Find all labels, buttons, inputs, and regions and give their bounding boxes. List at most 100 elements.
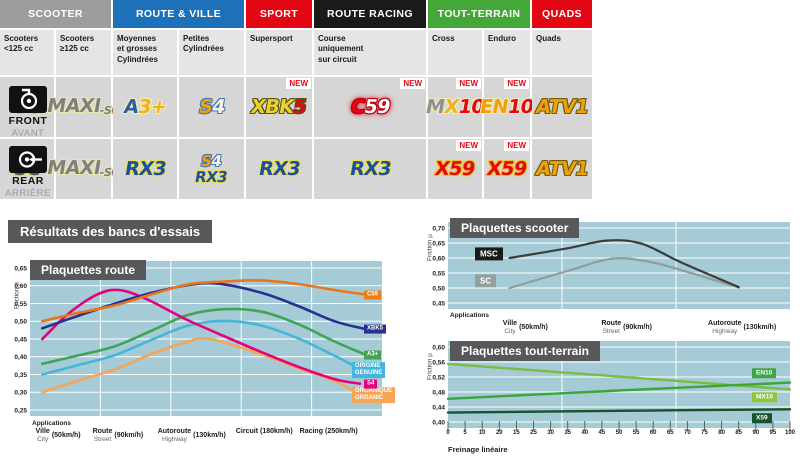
rear-cell: RX3 bbox=[314, 139, 426, 199]
chart-title: Plaquettes tout-terrain bbox=[450, 341, 601, 361]
y-tick-label: 0,56 bbox=[432, 359, 445, 366]
logo-part: ATV1 bbox=[534, 157, 591, 180]
product-table: SCOOTER ROUTE & VILLE SPORT ROUTE RACING… bbox=[0, 0, 592, 199]
x-tick-label: 30 bbox=[547, 430, 554, 436]
logo-part: RX3 bbox=[347, 157, 393, 180]
series-badge-EN10: EN10 bbox=[752, 368, 777, 378]
x-tick-label: 50 bbox=[616, 430, 623, 436]
category-route-ville: ROUTE & VILLE bbox=[113, 0, 244, 28]
x-tick-label: 5 bbox=[463, 430, 467, 436]
logo-part: RX3 bbox=[122, 157, 168, 180]
series-badge-XBK5: XBK5 bbox=[364, 324, 387, 334]
front-cell: MAXI-SC bbox=[45, 77, 120, 137]
chart-canvas: 0,65 0,60 0,55 0,50 0,45 0,40 0,35 0,30 0,25 bbox=[14, 261, 382, 416]
series-line-MSC bbox=[508, 239, 740, 289]
y-tick-label: 0,50 bbox=[14, 319, 27, 326]
product-logo-atv1: ATV1 bbox=[534, 157, 591, 180]
chart-plaquettes-tout-terrain: 0,60 0,56 0,52 0,48 0,44 0,40 0 5 10 20 15 25 30 35 40… bbox=[422, 337, 796, 459]
chart-title: Plaquettes scooter bbox=[450, 218, 580, 238]
x-tick-label: 10 bbox=[479, 430, 486, 436]
product-logo-xbk5: XBK5 bbox=[250, 96, 309, 118]
new-badge: NEW bbox=[456, 78, 481, 89]
rear-cell: RX3 bbox=[246, 139, 312, 199]
product-logo-maxi-sc: MAXI-SC bbox=[45, 157, 122, 179]
product-logo-x59: X59 bbox=[485, 157, 529, 180]
subheader-scooters-big: Scooters ≥125 cc bbox=[56, 30, 111, 75]
series-line-C59 bbox=[41, 279, 365, 323]
y-tick-label: 0,52 bbox=[432, 374, 445, 381]
series-badge-ORGANIQUE: ORGANIQUE ORGANIC bbox=[352, 387, 396, 403]
logo-part: 59 bbox=[362, 95, 392, 118]
y-axis-label: Friction µ bbox=[13, 282, 21, 309]
front-cell: NEW EN10 bbox=[478, 77, 536, 137]
y-tick-label: 0,65 bbox=[432, 240, 445, 247]
x-tick-label: 0 bbox=[446, 430, 450, 436]
x-category-autoroute: Autoroute Highway (130km/h) bbox=[708, 320, 777, 335]
y-tick-label: 0,48 bbox=[432, 389, 445, 396]
new-badge: NEW bbox=[504, 140, 529, 151]
front-cell: S4 bbox=[179, 77, 244, 137]
chart-canvas: 0,60 0,56 0,52 0,48 0,44 0,400 5 10 20 15 25 30 35 40… bbox=[432, 341, 796, 436]
logo-part: 3+ bbox=[136, 95, 169, 118]
x-tick-label: 75 bbox=[701, 430, 708, 436]
rear-side-label: REAR ARRIÈRE bbox=[0, 146, 56, 199]
x-tick-label: 55 bbox=[633, 430, 640, 436]
y-tick-label: 0,70 bbox=[432, 225, 445, 232]
subheader-quads: Quads bbox=[532, 30, 592, 75]
x-tick-label: 95 bbox=[770, 430, 777, 436]
chart-plaquettes-route: 0,65 0,60 0,55 0,50 0,45 0,40 0,35 0,30 0,25 Plaq… bbox=[8, 256, 398, 459]
rear-brake-disc-icon bbox=[9, 146, 47, 173]
front-label-en: FRONT bbox=[8, 115, 48, 127]
chart-title: Plaquettes route bbox=[30, 260, 147, 280]
series-badge-S4: S4 bbox=[364, 379, 378, 389]
product-logo-rx3: RX3 bbox=[193, 167, 230, 186]
category-scooter: SCOOTER bbox=[0, 0, 111, 28]
logo-part: RX3 bbox=[193, 167, 230, 186]
x-category-route: Route Street (90km/h) bbox=[92, 428, 144, 443]
x-tick-label: 45 bbox=[599, 430, 606, 436]
y-tick-label: 0,45 bbox=[14, 336, 27, 343]
series-badge-X59: X59 bbox=[752, 413, 772, 423]
series-badge-ORIGINE: ORIGINE GENUINE bbox=[352, 362, 386, 379]
series-badge-C59: C59 bbox=[364, 290, 382, 300]
series-badge-A3+: A3+ bbox=[364, 350, 382, 360]
y-tick-label: 0,60 bbox=[14, 283, 27, 290]
front-side-label: FRONT AVANT bbox=[0, 86, 56, 139]
rear-label-fr: ARRIÈRE bbox=[5, 188, 51, 199]
product-logo-c59: C59 bbox=[349, 95, 392, 118]
y-tick-label: 0,30 bbox=[14, 390, 27, 397]
logo-part: X59 bbox=[485, 157, 529, 180]
x-tick-label: 100 bbox=[785, 430, 796, 436]
category-tout-terrain: TOUT-TERRAIN bbox=[428, 0, 530, 28]
series-badge-SC: SC bbox=[475, 273, 497, 288]
series-line-X59 bbox=[446, 408, 792, 414]
subheader-scooters-small: Scooters <125 cc bbox=[0, 30, 54, 75]
y-tick-label: 0,44 bbox=[432, 404, 445, 411]
category-sport: SPORT bbox=[246, 0, 312, 28]
x-tick-label: 35 bbox=[564, 430, 571, 436]
y-tick-label: 0,40 bbox=[14, 354, 27, 361]
rear-label-en: REAR bbox=[12, 175, 44, 187]
y-tick-label: 0,40 bbox=[432, 419, 445, 426]
x-tick-label: 60 bbox=[650, 430, 657, 436]
y-tick-label: 0,35 bbox=[14, 372, 27, 379]
x-axis-caption: Applications bbox=[450, 312, 490, 319]
x-tick-label: 25 bbox=[530, 430, 537, 436]
product-logo-rx3: RX3 bbox=[256, 157, 302, 180]
y-tick-label: 0,50 bbox=[432, 285, 445, 292]
x-tick-label: 40 bbox=[581, 430, 588, 436]
x-category-circuit: Circuit (180km/h) bbox=[235, 428, 293, 436]
x-category-route: Route Street (90km/h) bbox=[601, 320, 652, 335]
product-logo-maxi-sc: MAXI-SC bbox=[45, 95, 122, 117]
product-logo-s4: S4 bbox=[200, 152, 223, 170]
y-tick-label: 0,60 bbox=[432, 344, 445, 351]
logo-part: RX3 bbox=[256, 157, 302, 180]
new-badge: NEW bbox=[286, 78, 311, 89]
subheader-moyennes: Moyennes et grosses Cylindrées bbox=[113, 30, 177, 75]
front-cell: NEW MX10 bbox=[424, 77, 486, 137]
product-logo-a3+: A3+ bbox=[122, 95, 169, 118]
rear-cell: NEW X59 bbox=[484, 139, 530, 199]
logo-part: X59 bbox=[433, 157, 477, 180]
subheader-cross: Cross bbox=[428, 30, 482, 75]
subheader-petites: Petites Cylindrées bbox=[179, 30, 244, 75]
